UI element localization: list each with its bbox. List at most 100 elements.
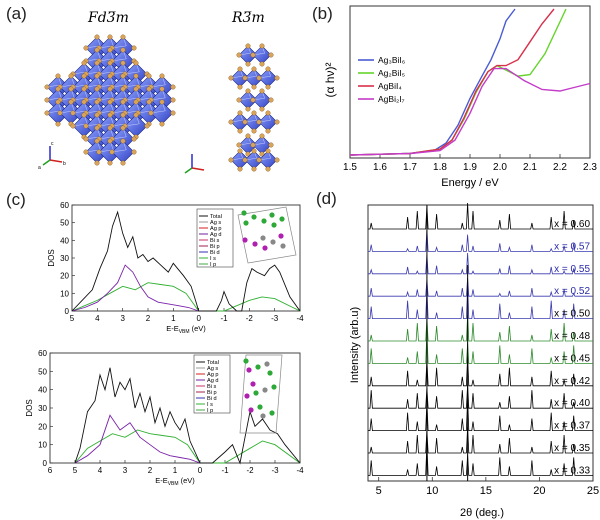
- iodine-atom: [107, 60, 113, 66]
- iodine-atom: [107, 73, 113, 79]
- iodine-atom: [265, 148, 271, 154]
- iodine-atom: [265, 66, 271, 72]
- atom: [264, 361, 270, 367]
- absorption-chart: 1.5 1.6 1.7 1.8 1.9 2.0 2.1 2.2 2.3 Ag₃BiI₆ Ag₂Bi…: [323, 5, 597, 189]
- iodine-atom: [120, 99, 126, 105]
- panel-a-label: (a): [6, 4, 27, 23]
- octahedron: [122, 112, 150, 140]
- iodine-atom: [251, 148, 257, 154]
- iodine-atom: [120, 34, 126, 40]
- xtick-label: 5: [376, 485, 382, 497]
- legend-entry: Ag p: [210, 226, 222, 232]
- ytick-label: 40: [60, 236, 69, 245]
- xtick-label: 20: [533, 485, 545, 497]
- xrd-trace: [368, 426, 593, 454]
- composition-label: x = 0.60: [554, 219, 590, 230]
- iodine-atom: [170, 84, 176, 90]
- iodine-atom: [107, 125, 113, 131]
- iodine-atom: [144, 123, 150, 129]
- legend-entry: Total: [210, 214, 222, 220]
- iodine-atom: [148, 110, 154, 116]
- legend-entry: Total: [207, 360, 219, 366]
- iodine-atom: [120, 125, 126, 131]
- xtick-label: 4: [98, 466, 103, 475]
- xtick-label: -3: [271, 466, 279, 475]
- composition-label: x = 0.52: [554, 286, 590, 297]
- iodine-atom: [237, 128, 243, 134]
- ytick-label: 50: [38, 367, 47, 376]
- xtick-label: 3: [123, 466, 128, 475]
- iodine-atom: [120, 138, 126, 144]
- iodine-atom: [107, 99, 113, 105]
- axis-a-label: a: [38, 165, 41, 171]
- xrd-trace: [368, 356, 593, 387]
- structure-right-label: R3̅m: [232, 10, 265, 26]
- panel-c-label: (c): [6, 190, 26, 209]
- xtick-label: 5: [73, 466, 78, 475]
- xrd-trace: [368, 278, 593, 297]
- iodine-atom: [94, 112, 100, 118]
- octahedron: [250, 43, 274, 67]
- iodine-atom: [256, 157, 262, 163]
- panel-d: (d) x = 0.60 x = 0.57 x = 0.55 x = 0.52 x = …: [310, 185, 600, 520]
- legend-entry: I p: [207, 408, 213, 414]
- iodine-atom: [107, 138, 113, 144]
- iodine-atom: [146, 73, 152, 79]
- legend-entry: I s: [210, 256, 216, 262]
- iodine-atom: [251, 166, 257, 172]
- ytick-label: 60: [38, 349, 47, 358]
- iodine-atom: [245, 151, 251, 157]
- xrd-trace: [368, 252, 593, 275]
- xtick-label: 1: [173, 466, 178, 475]
- composition-label: x = 0.42: [554, 376, 590, 387]
- iodine-atom: [70, 110, 76, 116]
- iodine-atom: [265, 110, 271, 116]
- ytick-label: 10: [60, 289, 69, 298]
- iodine-atom: [251, 128, 257, 134]
- iodine-atom: [55, 86, 61, 92]
- r3m-structure: [228, 43, 280, 172]
- iodine-atom: [131, 136, 137, 142]
- legend-entry: Ag d: [210, 232, 222, 238]
- axes-triad-left: c b a: [38, 141, 66, 171]
- iodine-atom: [250, 97, 256, 103]
- atom: [261, 218, 267, 224]
- atom: [269, 212, 275, 218]
- iodine-atom: [55, 99, 61, 105]
- xtick-label: 2: [146, 314, 151, 323]
- iodine-atom: [133, 73, 139, 79]
- xtick-label: 2.2: [553, 162, 567, 173]
- iodine-atom: [94, 160, 100, 166]
- xrd-trace: [368, 398, 593, 431]
- atom: [271, 384, 277, 390]
- iodine-atom: [237, 110, 243, 116]
- xrd-trace: [368, 385, 593, 409]
- iodine-atom: [133, 60, 139, 66]
- xtick-label: 2: [148, 466, 153, 475]
- iodine-atom: [236, 52, 242, 58]
- xrd-trace: [368, 443, 593, 476]
- iodine-atom: [83, 136, 89, 142]
- iodine-atom: [44, 110, 50, 116]
- composition-label: x = 0.50: [554, 309, 590, 320]
- atom: [252, 241, 258, 247]
- iodine-atom: [259, 133, 265, 139]
- xtick-label: 6: [48, 466, 53, 475]
- iodine-atom: [131, 45, 137, 51]
- ylabel-d: Intensity (arb.u): [349, 307, 361, 383]
- iodine-atom: [94, 125, 100, 131]
- iodine-atom: [274, 75, 280, 81]
- iodine-atom: [245, 133, 251, 139]
- ylabel-dos: DOS: [25, 399, 34, 416]
- iodine-atom: [55, 73, 61, 79]
- iodine-atom: [274, 157, 280, 163]
- octahedron: [250, 88, 274, 112]
- panel-b: (b) 1.5 1.6 1.7 1.8 1.9 2.0 2.1 2.2 2.3 Ag₃BiI₆ A…: [300, 0, 600, 190]
- iodine-atom: [146, 86, 152, 92]
- xtick-label: -4: [296, 314, 304, 323]
- iodine-atom: [68, 86, 74, 92]
- xtick-label: 0: [198, 466, 203, 475]
- xtick-label: 1: [171, 314, 176, 323]
- xtick-label: 1.5: [343, 162, 357, 173]
